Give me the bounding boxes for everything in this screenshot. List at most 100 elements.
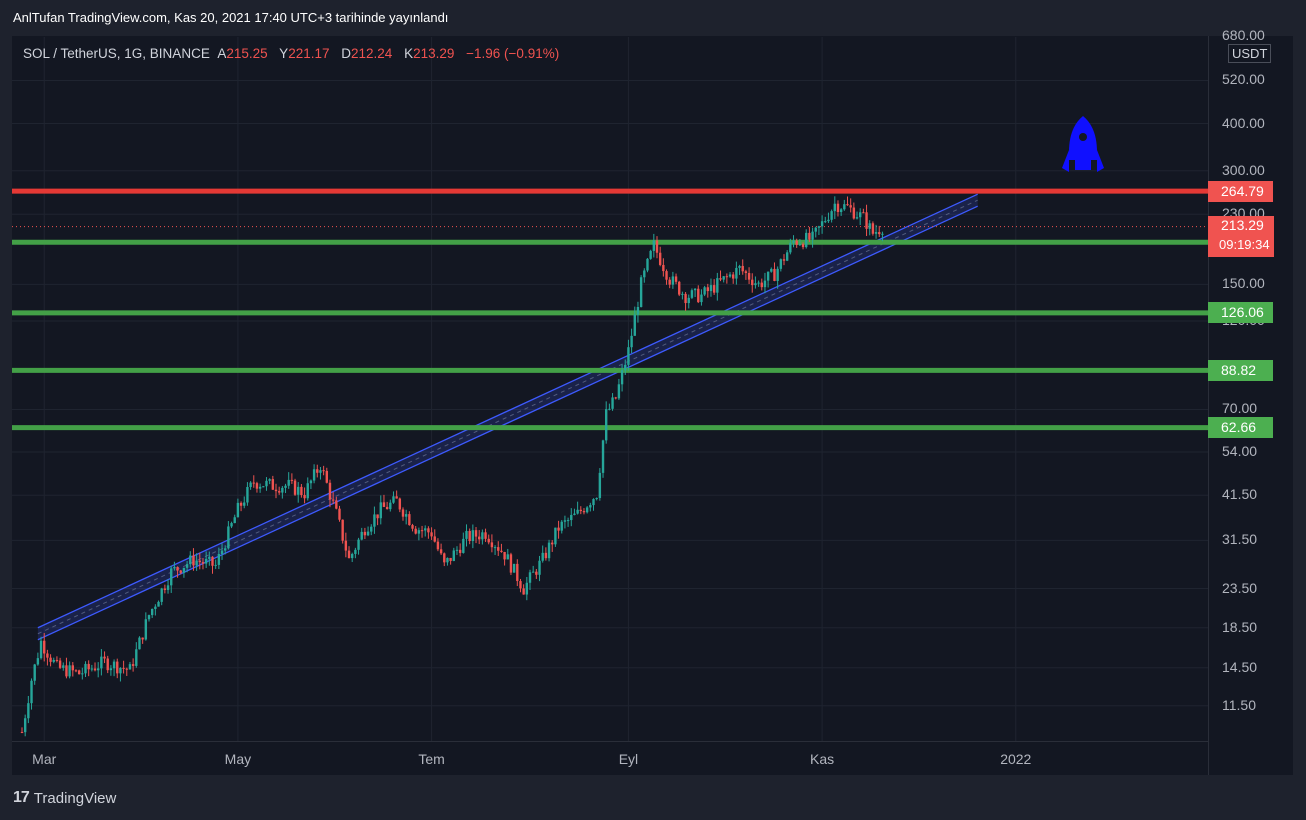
candle-body [779, 259, 783, 269]
level-price-badge: 264.79 [1208, 180, 1273, 202]
level-price-badge: 62.66 [1208, 417, 1273, 439]
candle-body [560, 521, 563, 531]
candle-body [462, 538, 465, 553]
candle-body [874, 232, 878, 234]
candle-body [36, 658, 40, 665]
candle-body [566, 520, 570, 522]
candle-body [347, 550, 351, 559]
candle-body [541, 552, 544, 561]
candle-body [401, 509, 405, 517]
candle-body [627, 347, 630, 365]
price-tick-label: 150.00 [1222, 275, 1265, 292]
candle-body [500, 550, 503, 552]
candle-body [643, 270, 646, 278]
high-label: Y [279, 46, 289, 61]
candle-body [839, 209, 843, 213]
change-value: −1.96 (−0.91%) [466, 46, 560, 61]
candle-body [427, 528, 430, 533]
candle-body [55, 659, 59, 661]
candle-body [128, 664, 132, 670]
candle-body [817, 226, 821, 228]
low-label: D [341, 46, 351, 61]
candle-body [678, 281, 681, 295]
currency-label[interactable]: USDT [1228, 44, 1272, 63]
candle-body [789, 242, 792, 253]
candle-body [576, 509, 579, 514]
candle-body [573, 513, 576, 515]
level-price-badge: 126.06 [1208, 302, 1273, 324]
candle-body [547, 542, 551, 559]
candle-body [30, 680, 33, 704]
candle-body [636, 307, 640, 315]
candle-body [722, 276, 725, 280]
candle-body [674, 276, 678, 282]
candle-body [808, 232, 811, 240]
candle-body [141, 637, 144, 640]
current-price-badge: 213.29 09:19:34 [1208, 216, 1274, 257]
candle-body [211, 556, 214, 566]
footer-branding[interactable]: 17 TradingView [13, 789, 116, 807]
channel-upper-line [37, 193, 978, 629]
candle-body [408, 514, 411, 526]
price-tick-label: 400.00 [1222, 114, 1265, 131]
candle-body [77, 670, 81, 675]
candle-body [297, 486, 300, 495]
candle-body [239, 502, 243, 506]
candle-body [309, 480, 313, 484]
candle-body [93, 668, 97, 671]
channel-lower-line [37, 205, 978, 641]
candle-body [830, 211, 833, 220]
candle-body [760, 282, 763, 288]
candle-body [630, 335, 633, 348]
candle-body [424, 528, 427, 531]
price-tick-label: 23.50 [1222, 579, 1258, 596]
candle-body [293, 480, 297, 495]
candle-body [160, 588, 163, 602]
candle-body [119, 667, 122, 674]
candle-body [23, 718, 27, 733]
candle-body [535, 571, 538, 575]
candle-body [227, 526, 230, 549]
candle-body [855, 217, 859, 219]
candle-body [468, 530, 471, 542]
symbol-name[interactable]: SOL / TetherUS, 1G, BINANCE [23, 46, 210, 61]
candle-body [84, 663, 87, 674]
candle-body [805, 232, 808, 248]
rocket-icon [1062, 116, 1104, 172]
candle-body [125, 668, 128, 670]
candle-body [732, 274, 735, 279]
price-tick-label: 31.50 [1222, 531, 1258, 548]
candle-body [230, 523, 233, 527]
candle-body [617, 384, 621, 399]
candle-body [871, 223, 875, 234]
candle-body [716, 278, 719, 293]
candle-body [611, 397, 614, 409]
candle-body [198, 560, 201, 563]
candle-body [182, 567, 186, 573]
candle-body [236, 502, 240, 518]
candle-body [97, 668, 100, 671]
candle-body [39, 640, 43, 659]
time-tick-label: Tem [418, 751, 445, 767]
candle-body [544, 552, 548, 559]
candle-body [354, 549, 357, 554]
candle-body [820, 221, 824, 227]
candle-body [201, 562, 205, 564]
candle-body [46, 653, 49, 658]
candle-body [173, 566, 176, 569]
high-value: 221.17 [288, 46, 330, 61]
candle-body [195, 560, 198, 566]
candle-body [411, 525, 414, 529]
candle-body [166, 585, 170, 590]
candle-body [420, 530, 424, 532]
candle-body [344, 540, 348, 551]
candle-body [100, 656, 103, 669]
candle-body [811, 231, 814, 240]
candle-body [570, 514, 573, 521]
candle-body [189, 555, 192, 565]
candle-body [706, 287, 709, 292]
candle-body [878, 232, 881, 235]
candle-body [192, 555, 195, 566]
candle-body [131, 664, 135, 666]
